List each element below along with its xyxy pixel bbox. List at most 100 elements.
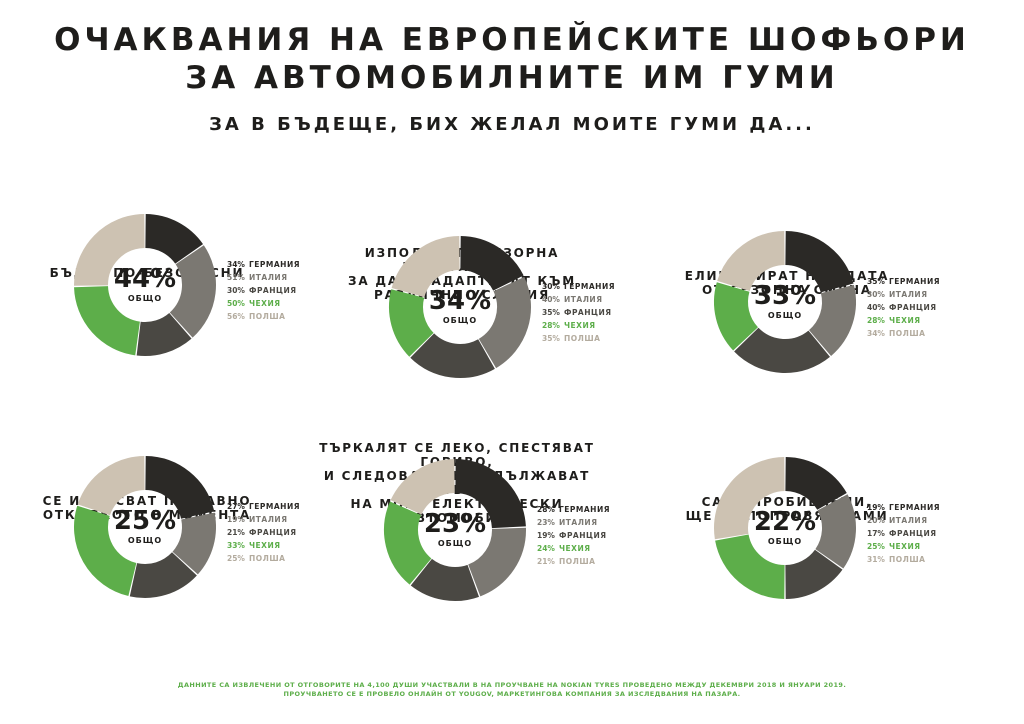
legend-country: ГЕРМАНИЯ <box>249 260 300 269</box>
legend-item: 40% ФРАНЦИЯ <box>867 301 940 314</box>
total-label: ОБЩО <box>767 537 803 546</box>
legend-country: ГЕРМАНИЯ <box>249 502 300 511</box>
legend-value: 31% <box>867 555 885 564</box>
donut-segment <box>714 282 759 351</box>
page-title-line-1: ОЧАКВАНИЯ НА ЕВРОПЕЙСКИТЕ ШОФЬОРИ <box>54 22 970 58</box>
legend-value: 56% <box>227 312 245 321</box>
legend-value: 28% <box>537 505 555 514</box>
donut-segment <box>74 505 138 597</box>
chart-legend: 27% ГЕРМАНИЯ 19% ИТАЛИЯ 21% ФРАНЦИЯ 33% ЧЕХИЯ 25… <box>227 500 300 565</box>
legend-value: 20% <box>867 516 885 525</box>
legend-item: 30% ГЕРМАНИЯ <box>542 280 615 293</box>
legend-value: 21% <box>537 557 555 566</box>
page-subtitle: ЗА В БЪДЕЩЕ, БИХ ЖЕЛАЛ МОИТЕ ГУМИ ДА... <box>209 114 815 135</box>
donut-segment <box>467 527 526 597</box>
legend-item: 25% ПОЛША <box>227 552 300 565</box>
legend-item: 27% ГЕРМАНИЯ <box>227 500 300 513</box>
legend-country: ИТАЛИЯ <box>564 295 603 304</box>
legend-country: ИТАЛИЯ <box>249 273 288 282</box>
legend-item: 35% ГЕРМАНИЯ <box>867 275 940 288</box>
legend-item: 35% ПОЛША <box>542 332 615 345</box>
legend-item: 21% ФРАНЦИЯ <box>227 526 300 539</box>
chart-legend: 28% ГЕРМАНИЯ 23% ИТАЛИЯ 19% ФРАНЦИЯ 24% ЧЕХИЯ 21… <box>537 503 610 568</box>
legend-item: 34% ГЕРМАНИЯ <box>227 258 300 271</box>
donut-segment <box>717 231 786 292</box>
legend-country: ПОЛША <box>559 557 596 566</box>
legend-country: ГЕРМАНИЯ <box>889 277 940 286</box>
legend-value: 40% <box>867 303 885 312</box>
donut-segment <box>714 457 786 540</box>
legend-value: 51% <box>227 273 245 282</box>
legend-item: 56% ПОЛША <box>227 310 300 323</box>
legend-country: ПОЛША <box>889 555 926 564</box>
legend-country: ГЕРМАНИЯ <box>559 505 610 514</box>
legend-item: 25% ЧЕХИЯ <box>867 540 940 553</box>
legend-value: 34% <box>867 329 885 338</box>
chart-legend: 34% ГЕРМАНИЯ 51% ИТАЛИЯ 30% ФРАНЦИЯ 50% ЧЕХИЯ 56… <box>227 258 300 323</box>
total-percent: 23% <box>423 509 487 539</box>
donut-segment <box>77 456 146 517</box>
donut-chart <box>714 457 856 599</box>
page-title-line-2: ЗА АВТОМОБИЛНИТЕ ИМ ГУМИ <box>185 60 839 96</box>
donut-segment <box>169 245 216 338</box>
donut-segment <box>144 456 215 520</box>
legend-value: 30% <box>867 290 885 299</box>
legend-value: 35% <box>542 308 560 317</box>
legend-country: ЧЕХИЯ <box>249 541 281 550</box>
footer-line-2: ПРОУЧВАНЕТО СЕ Е ПРОВЕЛО ОНЛАЙН ОТ YOUGO… <box>283 690 741 698</box>
donut-segment <box>459 236 524 292</box>
donut-segment <box>715 533 786 599</box>
legend-value: 30% <box>227 286 245 295</box>
legend-country: ЧЕХИЯ <box>249 299 281 308</box>
legend-country: ИТАЛИЯ <box>889 290 928 299</box>
donut-segment <box>391 236 461 298</box>
legend-value: 19% <box>537 531 555 540</box>
legend-country: ФРАНЦИЯ <box>889 529 937 538</box>
total-label: ОБЩО <box>127 294 163 303</box>
legend-item: 23% ИТАЛИЯ <box>537 516 610 529</box>
donut-segment <box>390 459 456 516</box>
legend-value: 35% <box>867 277 885 286</box>
legend-item: 33% ЧЕХИЯ <box>227 539 300 552</box>
donut-segment <box>384 501 433 585</box>
legend-value: 28% <box>542 321 560 330</box>
legend-item: 28% ЧЕХИЯ <box>542 319 615 332</box>
donut-segment <box>74 214 146 287</box>
total-percent: 34% <box>428 286 492 316</box>
legend-value: 17% <box>867 529 885 538</box>
legend-country: ФРАНЦИЯ <box>564 308 612 317</box>
legend-country: ИТАЛИЯ <box>249 515 288 524</box>
chart-panel: СЕ ИЗНОСВАТ ПО-БАВНО ОТКОЛКОТО В МОМЕНТА 2… <box>0 452 300 692</box>
chart-panel: ЕЛИМИНИРАТ НУЖДАТА ОТ СЕЗОННА СМЯНА 33% ОБЩ… <box>640 227 940 467</box>
legend-item: 20% ИТАЛИЯ <box>867 514 940 527</box>
donut-segment <box>784 231 854 294</box>
donut-segment <box>136 312 192 356</box>
total-percent: 22% <box>753 507 817 537</box>
legend-item: 24% ЧЕХИЯ <box>537 542 610 555</box>
donut-chart <box>74 456 216 598</box>
legend-item: 19% ГЕРМАНИЯ <box>867 501 940 514</box>
legend-item: 51% ИТАЛИЯ <box>227 271 300 284</box>
legend-country: ЧЕХИЯ <box>564 321 596 330</box>
donut-chart <box>74 214 216 356</box>
donut-segment <box>454 459 526 529</box>
legend-item: 30% ФРАНЦИЯ <box>227 284 300 297</box>
chart-panel: БЪДАТ ПО-БЕЗОПАСНИ 44% ОБЩО 34% ГЕРМАНИЯ 51% И… <box>0 210 300 450</box>
donut-chart <box>714 231 856 373</box>
donut-chart <box>389 236 531 378</box>
donut-segment <box>784 549 843 599</box>
legend-country: ГЕРМАНИЯ <box>564 282 615 291</box>
legend-item: 31% ПОЛША <box>867 553 940 566</box>
donut-segment <box>144 214 204 265</box>
donut-segment <box>171 512 216 575</box>
legend-value: 24% <box>537 544 555 553</box>
legend-item: 40% ИТАЛИЯ <box>542 293 615 306</box>
legend-country: ПОЛША <box>889 329 926 338</box>
donut-segment <box>814 494 856 569</box>
legend-value: 50% <box>227 299 245 308</box>
donut-segment <box>734 327 830 373</box>
donut-segment <box>74 285 141 356</box>
legend-item: 21% ПОЛША <box>537 555 610 568</box>
legend-value: 30% <box>542 282 560 291</box>
legend-country: ЧЕХИЯ <box>889 542 921 551</box>
